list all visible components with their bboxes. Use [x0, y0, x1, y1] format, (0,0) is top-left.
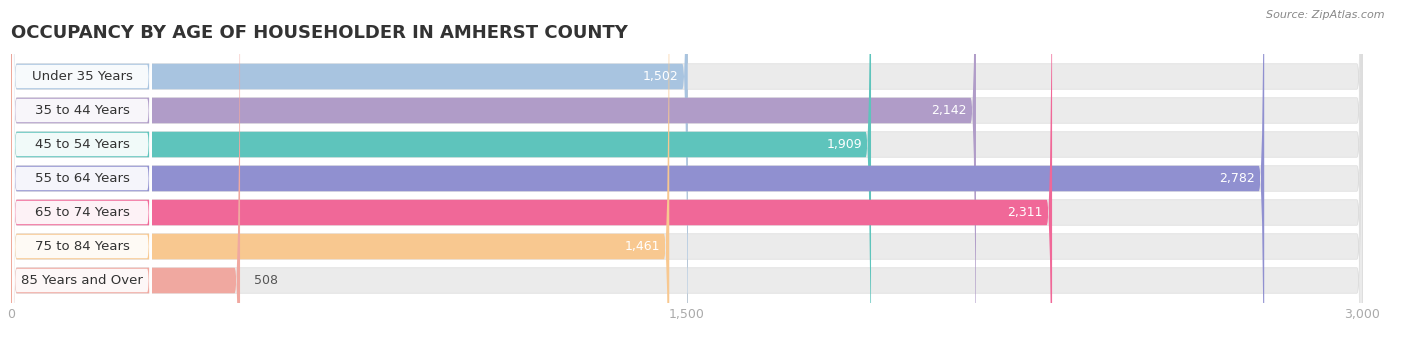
FancyBboxPatch shape: [13, 0, 152, 340]
Text: Under 35 Years: Under 35 Years: [31, 70, 132, 83]
FancyBboxPatch shape: [13, 0, 152, 340]
Text: 2,311: 2,311: [1008, 206, 1043, 219]
Text: 35 to 44 Years: 35 to 44 Years: [35, 104, 129, 117]
FancyBboxPatch shape: [13, 0, 152, 340]
FancyBboxPatch shape: [11, 0, 1052, 340]
Text: OCCUPANCY BY AGE OF HOUSEHOLDER IN AMHERST COUNTY: OCCUPANCY BY AGE OF HOUSEHOLDER IN AMHER…: [11, 24, 628, 42]
FancyBboxPatch shape: [11, 0, 1264, 340]
Text: 1,909: 1,909: [827, 138, 862, 151]
Text: 75 to 84 Years: 75 to 84 Years: [35, 240, 129, 253]
FancyBboxPatch shape: [11, 0, 688, 340]
FancyBboxPatch shape: [13, 0, 152, 340]
FancyBboxPatch shape: [11, 0, 669, 340]
Text: 508: 508: [253, 274, 277, 287]
Text: 2,782: 2,782: [1219, 172, 1256, 185]
FancyBboxPatch shape: [11, 0, 1362, 340]
FancyBboxPatch shape: [11, 0, 1362, 340]
Text: 65 to 74 Years: 65 to 74 Years: [35, 206, 129, 219]
FancyBboxPatch shape: [11, 0, 240, 340]
FancyBboxPatch shape: [11, 0, 872, 340]
Text: 45 to 54 Years: 45 to 54 Years: [35, 138, 129, 151]
Text: 2,142: 2,142: [931, 104, 967, 117]
Text: Source: ZipAtlas.com: Source: ZipAtlas.com: [1267, 10, 1385, 20]
Text: 1,461: 1,461: [624, 240, 661, 253]
FancyBboxPatch shape: [11, 0, 976, 340]
FancyBboxPatch shape: [11, 0, 1362, 340]
Text: 1,502: 1,502: [643, 70, 679, 83]
FancyBboxPatch shape: [11, 0, 1362, 340]
Text: 85 Years and Over: 85 Years and Over: [21, 274, 143, 287]
FancyBboxPatch shape: [11, 0, 1362, 340]
FancyBboxPatch shape: [13, 0, 152, 340]
FancyBboxPatch shape: [11, 0, 1362, 340]
FancyBboxPatch shape: [11, 0, 1362, 340]
FancyBboxPatch shape: [13, 0, 152, 340]
Text: 55 to 64 Years: 55 to 64 Years: [35, 172, 129, 185]
FancyBboxPatch shape: [13, 0, 152, 340]
